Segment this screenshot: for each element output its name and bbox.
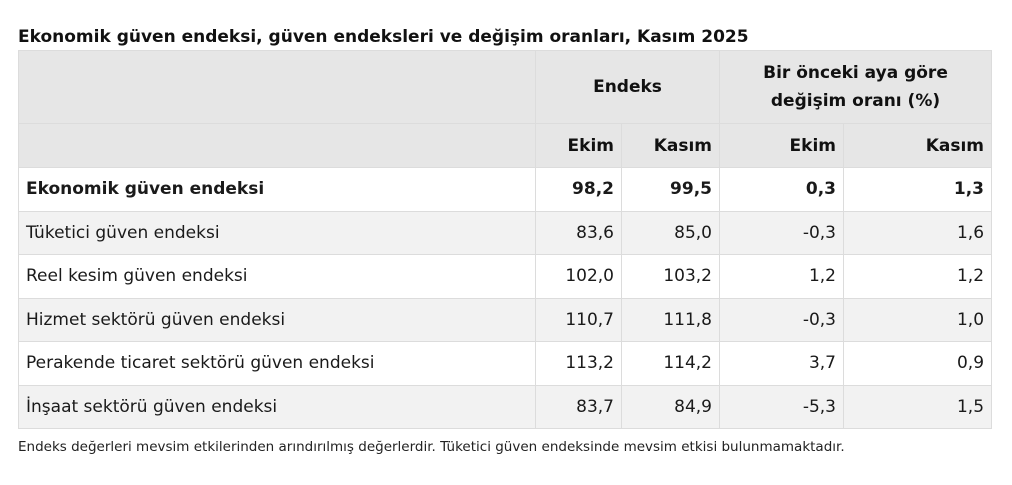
row-label: Reel kesim güven endeksi: [18, 254, 536, 299]
header-change-group-label: Bir önceki aya göre değişim oranı (%): [763, 63, 948, 111]
header-empty-cell: [18, 50, 536, 124]
cell-index-kasim: 111,8: [621, 297, 720, 342]
confidence-index-table: Endeks Bir önceki aya göre değişim oranı…: [18, 50, 993, 429]
cell-change-ekim: 3,7: [719, 341, 844, 386]
header-index-ekim: Ekim: [535, 123, 622, 168]
cell-change-ekim: -0,3: [719, 297, 844, 342]
header-index-kasim: Kasım: [621, 123, 720, 168]
table-row: Hizmet sektörü güven endeksi 110,7 111,8…: [18, 297, 993, 342]
header-row-groups: Endeks Bir önceki aya göre değişim oranı…: [18, 50, 993, 124]
cell-change-ekim: 1,2: [719, 254, 844, 299]
table-row: Reel kesim güven endeksi 102,0 103,2 1,2…: [18, 254, 993, 299]
table-title: Ekonomik güven endeksi, güven endeksleri…: [18, 27, 749, 47]
header-empty-cell-2: [18, 123, 536, 168]
cell-index-kasim: 84,9: [621, 384, 720, 429]
cell-index-ekim: 110,7: [535, 297, 622, 342]
header-row-months: Ekim Kasım Ekim Kasım: [18, 123, 993, 168]
row-label: İnşaat sektörü güven endeksi: [18, 384, 536, 429]
header-change-kasim: Kasım: [842, 123, 993, 168]
header-change-ekim: Ekim: [719, 123, 844, 168]
table-row: Perakende ticaret sektörü güven endeksi …: [18, 341, 993, 386]
cell-index-kasim: 99,5: [621, 167, 720, 212]
cell-change-kasim: 1,6: [842, 210, 993, 255]
row-label: Ekonomik güven endeksi: [18, 167, 536, 212]
cell-index-kasim: 103,2: [621, 254, 720, 299]
cell-index-ekim: 98,2: [535, 167, 622, 212]
cell-change-ekim: -5,3: [719, 384, 844, 429]
table-row: Ekonomik güven endeksi 98,2 99,5 0,3 1,3: [18, 167, 993, 212]
table-row: İnşaat sektörü güven endeksi 83,7 84,9 -…: [18, 384, 993, 429]
cell-change-kasim: 1,5: [842, 384, 993, 429]
cell-change-kasim: 0,9: [842, 341, 993, 386]
cell-change-ekim: -0,3: [719, 210, 844, 255]
row-label: Tüketici güven endeksi: [18, 210, 536, 255]
row-label: Perakende ticaret sektörü güven endeksi: [18, 341, 536, 386]
cell-change-kasim: 1,0: [842, 297, 993, 342]
table-container: Ekonomik güven endeksi, güven endeksleri…: [18, 24, 993, 455]
cell-index-kasim: 85,0: [621, 210, 720, 255]
cell-index-ekim: 113,2: [535, 341, 622, 386]
cell-index-ekim: 102,0: [535, 254, 622, 299]
table-footnote: Endeks değerleri mevsim etkilerinden arı…: [18, 439, 845, 455]
header-change-group: Bir önceki aya göre değişim oranı (%): [718, 50, 993, 124]
cell-index-ekim: 83,7: [535, 384, 622, 429]
cell-change-ekim: 0,3: [719, 167, 844, 212]
table-row: Tüketici güven endeksi 83,6 85,0 -0,3 1,…: [18, 210, 993, 255]
cell-change-kasim: 1,2: [842, 254, 993, 299]
header-index-group: Endeks: [535, 50, 720, 124]
cell-change-kasim: 1,3: [842, 167, 993, 212]
cell-index-ekim: 83,6: [535, 210, 622, 255]
cell-index-kasim: 114,2: [621, 341, 720, 386]
row-label: Hizmet sektörü güven endeksi: [18, 297, 536, 342]
